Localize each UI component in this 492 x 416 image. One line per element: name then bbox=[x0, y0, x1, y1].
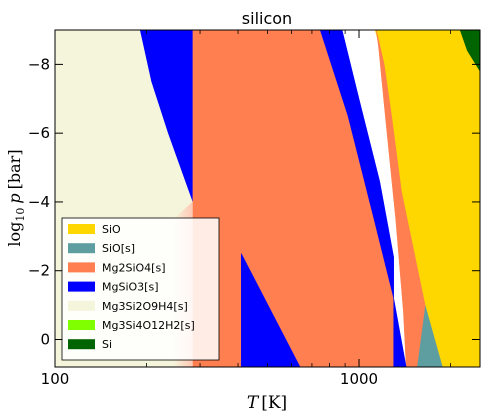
legend-swatch bbox=[68, 300, 95, 311]
x-axis-label: T [K] bbox=[247, 393, 287, 413]
y-tick-label: 0 bbox=[40, 330, 50, 348]
legend: SiO SiO[s] Mg2SiO4[s] MgSiO3[s] Mg3Si2O9H4[s… bbox=[61, 217, 220, 361]
legend-swatch bbox=[68, 320, 95, 330]
legend-swatch bbox=[68, 281, 95, 292]
legend-label: Si bbox=[102, 338, 112, 351]
legend-label: SiO[s] bbox=[102, 242, 135, 255]
legend-swatch bbox=[68, 243, 95, 254]
legend-label: Mg2SiO4[s] bbox=[102, 261, 165, 274]
y-tick-label: −8 bbox=[28, 55, 50, 73]
x-tick-label: 100 bbox=[41, 370, 70, 388]
region-si-9 bbox=[459, 30, 480, 72]
y-tick-label: −4 bbox=[28, 193, 50, 211]
x-tick-label: 1000 bbox=[340, 370, 378, 388]
y-tick-label: −6 bbox=[28, 124, 50, 142]
legend-swatch bbox=[68, 262, 95, 273]
axis-ticks: 100 1000 −8 −6 −4 −2 0 bbox=[28, 30, 480, 388]
legend-swatch bbox=[68, 339, 95, 350]
region-mgsio3-s--5 bbox=[319, 30, 394, 299]
legend-label: Mg3Si2O9H4[s] bbox=[102, 300, 188, 313]
y-tick-label: −2 bbox=[28, 262, 50, 280]
region-mgsio3-s--6 bbox=[241, 253, 301, 367]
region-mg2sio4-s--3 bbox=[376, 30, 426, 367]
legend-swatch bbox=[68, 224, 95, 234]
y-axis-label: log10p[bar] bbox=[5, 149, 27, 246]
legend-label: SiO bbox=[102, 223, 121, 236]
region-mgsio3-s--7 bbox=[393, 298, 407, 367]
legend-label: Mg3Si4O12H2[s] bbox=[102, 319, 195, 332]
legend-label: MgSiO3[s] bbox=[102, 281, 158, 294]
chart-title: silicon bbox=[242, 9, 292, 28]
